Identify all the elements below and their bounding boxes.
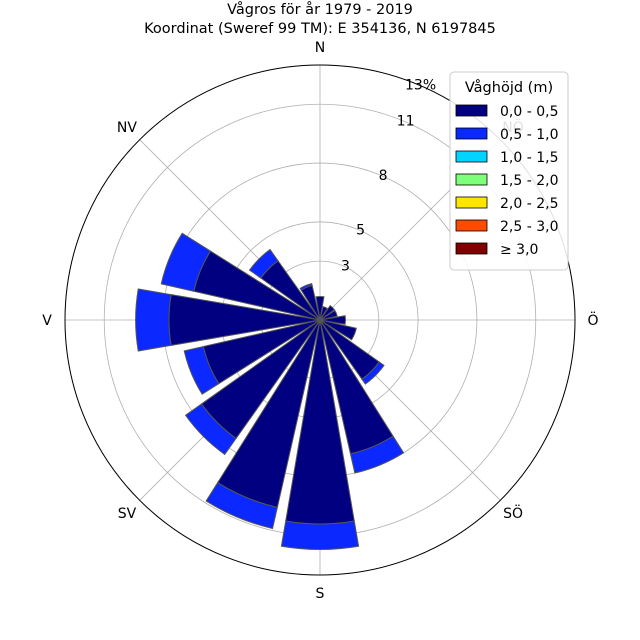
bar-SSÖ-bin-1 [349, 435, 405, 474]
legend-box [449, 71, 569, 271]
bar-S-bin-1 [280, 520, 360, 550]
direction-label-1: NV [117, 120, 137, 136]
ring-label-2: 8 [379, 168, 388, 184]
legend-swatch-4 [455, 196, 488, 209]
wave-bars [135, 232, 405, 550]
legend-label-0: 0,0 - 0,5 [500, 104, 558, 120]
direction-label-6: Ö [587, 311, 598, 329]
legend-label-5: 2,5 - 3,0 [500, 219, 558, 235]
ring-label-0: 3 [341, 259, 350, 275]
legend-swatch-1 [455, 127, 488, 140]
polar-frame [64, 64, 576, 576]
bar-VSV-bin-1 [183, 345, 220, 395]
legend-label-2: 1,0 - 1,5 [500, 150, 558, 166]
legend-swatch-3 [455, 173, 488, 186]
bar-V-bin-1 [135, 288, 172, 352]
direction-label-0: N [315, 40, 325, 56]
bar-NNV-bin-1 [299, 283, 313, 291]
chart-title-line-2: Koordinat (Sweref 99 TM): E 354136, N 61… [144, 21, 496, 37]
legend-label-3: 1,5 - 2,0 [500, 173, 558, 189]
bar-VNV-bin-1 [160, 232, 212, 292]
bar-SSV-bin-1 [205, 482, 278, 530]
legend-swatch-0 [455, 104, 488, 117]
legend-label-1: 0,5 - 1,0 [500, 127, 558, 143]
legend-label-4: 2,0 - 2,5 [500, 196, 558, 212]
legend-title: Våghöjd (m) [465, 79, 553, 96]
ring-label-1: 5 [356, 222, 365, 238]
bar-ÖSÖ-bin-0 [319, 319, 357, 341]
direction-label-3: SV [118, 506, 137, 522]
legend-swatch-5 [455, 219, 488, 232]
ring-label-3: 11 [397, 114, 415, 130]
bar-SV-bin-1 [184, 403, 237, 456]
legend-label-6: ≥ 3,0 [500, 242, 538, 258]
legend-swatch-2 [455, 150, 488, 163]
direction-label-5: SÖ [503, 504, 523, 522]
chart-title-line-1: Vågros för år 1979 - 2019 [227, 1, 413, 18]
outer-ring [64, 64, 576, 576]
legend: Våghöjd (m) 0,0 - 0,5 0,5 - 1,0 1,0 - 1,5 1,… [449, 71, 569, 271]
bar-SÖ-bin-1 [361, 361, 385, 385]
direction-label-4: S [316, 586, 325, 602]
legend-swatch-6 [455, 242, 488, 255]
direction-label-2: V [42, 313, 52, 329]
bar-NV-bin-1 [248, 248, 279, 279]
ring-label-4: 13% [405, 77, 436, 93]
